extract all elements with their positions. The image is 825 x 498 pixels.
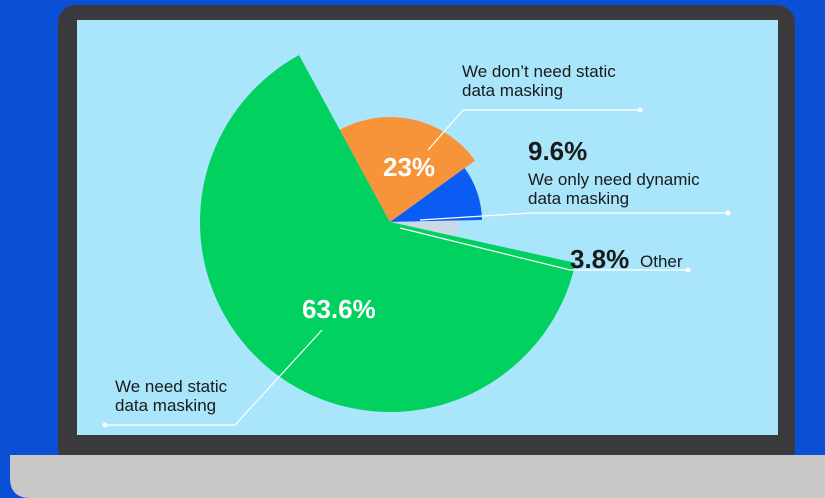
leader-dot — [725, 210, 731, 216]
leader-dot — [637, 107, 643, 113]
value-label: 23% — [383, 152, 436, 182]
leader-line — [105, 329, 323, 426]
value-label: 9.6% — [528, 136, 588, 166]
pie-slice — [390, 168, 482, 222]
laptop-base — [10, 455, 825, 498]
leader-line — [427, 109, 640, 151]
leader-line — [399, 227, 688, 271]
slice-label: We need static data masking — [115, 377, 228, 415]
leader-dots — [102, 107, 731, 428]
value-label: 63.6% — [302, 294, 376, 324]
slice-label: We don’t need static data masking — [462, 62, 616, 100]
slice-label: Other — [640, 252, 683, 271]
leader-lines — [105, 109, 728, 426]
pie — [200, 55, 576, 413]
leader-dot — [102, 422, 108, 428]
leader-dot — [685, 267, 691, 273]
pie-slice — [339, 117, 476, 222]
pie-slice — [200, 55, 576, 413]
leader-line — [419, 212, 728, 221]
slice-label: We only need dynamic data masking — [528, 170, 700, 208]
value-label: 3.8% — [570, 244, 630, 274]
pie-slice — [390, 220, 458, 237]
